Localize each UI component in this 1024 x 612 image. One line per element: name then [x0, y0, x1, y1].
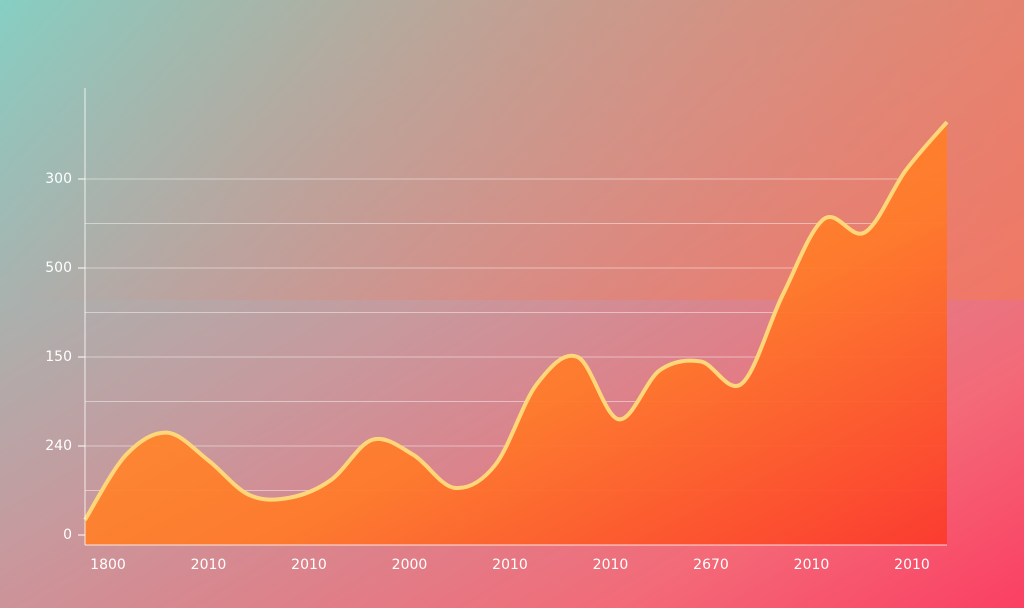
- labels: 0 240 150 500 300 1800 2010 2010 2000 2010 2010 267…: [45, 171, 930, 573]
- x-tick-label: 2010: [894, 557, 930, 573]
- x-tick-label: 2670: [693, 557, 729, 573]
- area-line: [83, 120, 949, 521]
- x-tick-label: 2010: [291, 557, 327, 573]
- plot: [83, 120, 949, 545]
- y-tick-label: 150: [45, 349, 72, 365]
- x-tick-label: 2010: [794, 557, 830, 573]
- y-tick-label: 0: [63, 527, 72, 543]
- y-tick-label: 500: [45, 260, 72, 276]
- y-tick-label: 240: [45, 438, 72, 454]
- x-tick-label: 2010: [492, 557, 528, 573]
- area: [85, 122, 947, 545]
- y-tick-label: 300: [45, 171, 72, 187]
- x-tick-label: 1800: [90, 557, 126, 573]
- x-tick-label: 2010: [191, 557, 227, 573]
- x-tick-label: 2010: [593, 557, 629, 573]
- x-tick-label: 2000: [392, 557, 428, 573]
